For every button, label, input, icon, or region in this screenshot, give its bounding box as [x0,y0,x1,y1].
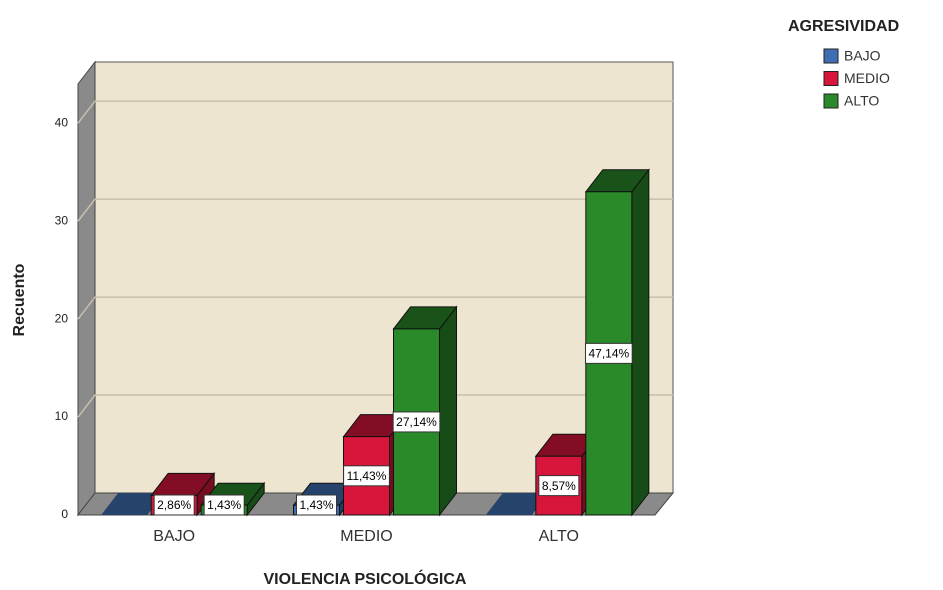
x-axis-title: VIOLENCIA PSICOLÓGICA [264,569,467,588]
legend-label: ALTO [844,93,879,109]
grid-line [77,100,673,124]
side-wall [77,60,96,517]
legend-swatch [823,48,839,64]
x-tick-label: ALTO [539,528,579,545]
data-label-box [203,494,245,516]
data-label-box [392,411,441,433]
bar-top [101,493,165,515]
legend-swatch [823,71,839,86]
y-tick-label: 20 [55,311,69,325]
grid-line [77,296,673,320]
legend-label: MEDIO [844,70,890,86]
data-label: 8,57% [542,479,576,493]
data-label: 47,14% [588,347,629,361]
data-label: 27,14% [396,415,437,429]
data-label: 2,86% [157,498,191,512]
bar-side [439,305,457,517]
y-tick-label: 0 [61,507,68,521]
y-axis-title: Recuento [11,263,28,336]
grid-line [77,198,673,222]
data-label-box [584,342,633,364]
x-tick-label: MEDIO [340,528,392,545]
data-label-box [295,494,338,516]
legend-label: BAJO [844,48,881,64]
bar-top [485,493,549,515]
y-tick-label: 40 [55,115,69,129]
legend-swatch [823,93,839,109]
bar-side [631,168,650,517]
data-label: 11,43% [347,469,387,483]
grid-line [77,394,673,418]
data-label-box [538,475,580,497]
x-tick-label: BAJO [153,528,195,545]
y-tick-label: 10 [55,409,69,423]
data-label-box [343,465,390,487]
data-label-box [153,494,195,516]
data-label: 1,43% [299,498,333,512]
y-tick-label: 30 [55,213,69,227]
data-label: 1,43% [207,498,241,512]
legend-title: AGRESIVIDAD [788,18,899,35]
